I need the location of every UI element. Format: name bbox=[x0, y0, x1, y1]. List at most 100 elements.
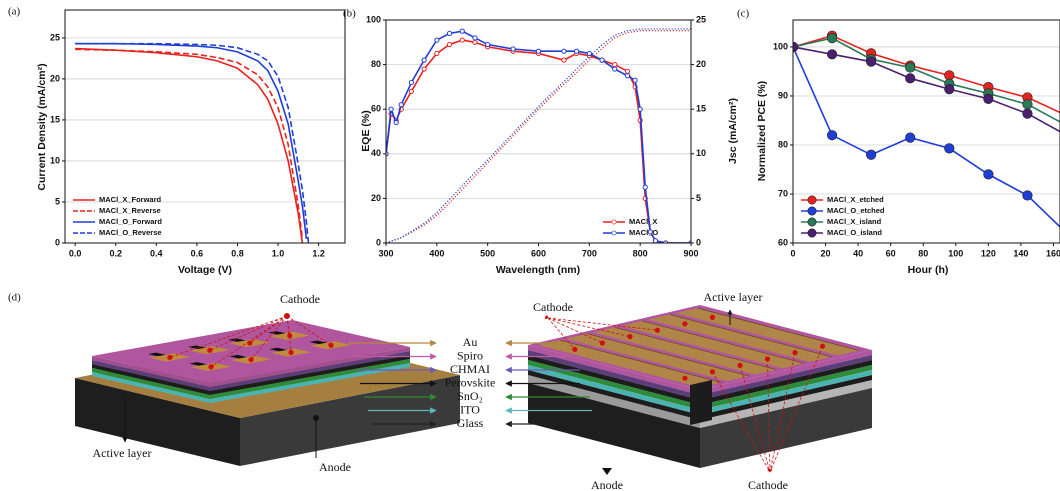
x-tick-label: 900 bbox=[683, 248, 698, 258]
series-line bbox=[793, 47, 1060, 135]
data-point bbox=[511, 47, 515, 51]
data-point bbox=[827, 130, 837, 140]
figure: (d) Cathode Active layer Anode Cathode A… bbox=[0, 0, 1060, 491]
legend-label: MACl_X_island bbox=[827, 217, 882, 226]
y-tick-label: 60 bbox=[778, 237, 788, 247]
anode-label: Anode bbox=[319, 460, 351, 474]
data-point bbox=[905, 133, 915, 143]
x-axis-label: Hour (h) bbox=[908, 264, 949, 276]
x-tick-label: 500 bbox=[480, 248, 495, 258]
data-point bbox=[827, 33, 837, 43]
y-tick-label: 15 bbox=[50, 114, 60, 124]
data-point bbox=[422, 67, 426, 71]
x-tick-label: 100 bbox=[948, 248, 963, 258]
data-point bbox=[1023, 109, 1033, 119]
series-line bbox=[386, 29, 691, 243]
x-tick-label: 0.8 bbox=[231, 248, 244, 258]
legend-label: MACl_X bbox=[629, 217, 657, 226]
x-tick-label: 140 bbox=[1013, 248, 1028, 258]
series-line bbox=[386, 31, 691, 243]
x-tick-label: 0.4 bbox=[150, 248, 163, 258]
data-point bbox=[473, 36, 477, 40]
x-tick-label: 300 bbox=[378, 248, 393, 258]
data-point bbox=[575, 49, 579, 53]
legend-marker bbox=[808, 229, 816, 237]
x-tick-label: 0.2 bbox=[109, 248, 122, 258]
y2-axis-label: Jsc (mA/cm²) bbox=[727, 98, 739, 164]
data-point bbox=[984, 94, 994, 104]
data-point bbox=[447, 31, 451, 35]
panel-label: (d) bbox=[8, 292, 21, 304]
y-tick-label: 100 bbox=[773, 41, 788, 51]
legend-label: MACl_O bbox=[629, 228, 658, 237]
panel-label: (a) bbox=[8, 6, 21, 18]
y-tick-label: 40 bbox=[371, 148, 381, 158]
panel-label: (b) bbox=[343, 8, 356, 20]
y2-tick-label: 20 bbox=[696, 59, 706, 69]
data-point bbox=[460, 38, 464, 42]
x-axis-label: Wavelength (nm) bbox=[496, 264, 580, 276]
y-tick-label: 60 bbox=[371, 104, 381, 114]
data-point bbox=[944, 84, 954, 94]
panel-label: (c) bbox=[737, 8, 750, 20]
cathode-label: Cathode bbox=[280, 292, 320, 306]
contact-dot bbox=[820, 344, 825, 349]
anode-label: Anode bbox=[591, 478, 623, 491]
legend-marker bbox=[612, 220, 616, 224]
contact-dot bbox=[627, 334, 632, 339]
data-point bbox=[613, 63, 617, 67]
data-point bbox=[460, 29, 464, 33]
x-tick-label: 400 bbox=[429, 248, 444, 258]
contact-dot bbox=[682, 376, 687, 381]
y2-tick-label: 15 bbox=[696, 104, 706, 114]
layer-label: Perovskite bbox=[445, 375, 496, 389]
layer-label: ITO bbox=[460, 402, 480, 416]
data-point bbox=[827, 50, 837, 60]
legend-label: MACl_O_etched bbox=[827, 206, 885, 215]
y-axis-label: Normalized PCE (%) bbox=[756, 81, 768, 181]
y-tick-label: 100 bbox=[366, 14, 381, 24]
data-point bbox=[473, 40, 477, 44]
y-tick-label: 80 bbox=[371, 59, 381, 69]
data-point bbox=[643, 185, 647, 189]
data-point bbox=[944, 144, 954, 154]
active-layer-label: Active layer bbox=[704, 290, 763, 304]
y2-tick-label: 5 bbox=[696, 193, 701, 203]
data-point bbox=[409, 89, 413, 93]
data-point bbox=[447, 42, 451, 46]
x-tick-label: 40 bbox=[853, 248, 863, 258]
contact-dot bbox=[167, 355, 172, 360]
data-point bbox=[625, 74, 629, 78]
contact-dot bbox=[710, 315, 715, 320]
x-tick-label: 1.0 bbox=[272, 248, 285, 258]
notch bbox=[690, 380, 712, 425]
pointer-hub bbox=[284, 313, 290, 319]
data-point bbox=[389, 107, 393, 111]
data-point bbox=[653, 239, 657, 243]
y2-tick-label: 25 bbox=[696, 14, 706, 24]
data-point bbox=[600, 58, 604, 62]
data-point bbox=[435, 51, 439, 55]
legend-label: MACl_O_Reverse bbox=[99, 228, 162, 237]
data-point bbox=[866, 150, 876, 160]
legend-marker bbox=[808, 207, 816, 215]
y-tick-label: 20 bbox=[371, 193, 381, 203]
data-point bbox=[409, 80, 413, 84]
data-point bbox=[613, 67, 617, 71]
x-tick-label: 0.0 bbox=[69, 248, 82, 258]
data-point bbox=[562, 49, 566, 53]
series-line bbox=[793, 36, 1060, 116]
plot-area bbox=[384, 29, 693, 245]
x-tick-label: 160 bbox=[1046, 248, 1060, 258]
x-tick-label: 80 bbox=[918, 248, 928, 258]
contact-dot bbox=[655, 328, 660, 333]
y-tick-label: 5 bbox=[55, 196, 60, 206]
x-tick-label: 20 bbox=[821, 248, 831, 258]
legend-label: MACl_O_island bbox=[827, 228, 882, 237]
y-tick-label: 10 bbox=[50, 155, 60, 165]
layer-label: Spiro bbox=[457, 348, 483, 362]
series-line bbox=[386, 40, 691, 243]
legend-label: MACl_X_etched bbox=[827, 195, 884, 204]
active-layer-label: Active layer bbox=[93, 446, 152, 460]
y2-tick-label: 0 bbox=[696, 237, 701, 247]
